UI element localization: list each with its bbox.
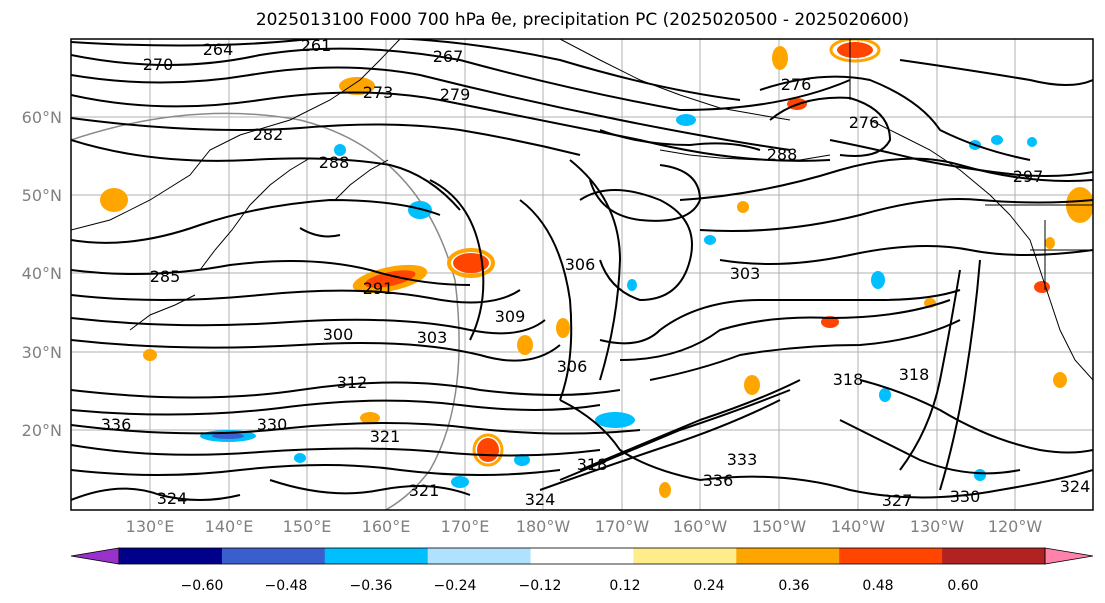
colorbar-tick-label: −0.24 <box>434 578 477 594</box>
contour-label: 321 <box>370 427 401 446</box>
lon-label: 140°E <box>205 517 254 536</box>
contour-label: 336 <box>703 471 734 490</box>
colorbar-tick-label: −0.36 <box>350 578 393 594</box>
contour-label: 309 <box>495 307 526 326</box>
contour-label: 291 <box>363 279 394 298</box>
contour-label: 306 <box>565 255 596 274</box>
lat-label: 40°N <box>22 264 62 283</box>
colorbar-outline <box>118 547 1046 565</box>
colorbar-ticks: −0.60 −0.48 −0.36 −0.24 −0.12 0.12 0.24 … <box>181 578 979 594</box>
contour-label: 261 <box>301 36 332 55</box>
theta-e-contours <box>71 39 1093 501</box>
colorbar-tick-label: 0.24 <box>693 578 724 594</box>
contour-label: 333 <box>727 450 758 469</box>
lat-label: 20°N <box>22 421 62 440</box>
contour-label: 270 <box>143 55 174 74</box>
colorbar-tick-label: −0.48 <box>265 578 308 594</box>
contour-label: 279 <box>440 85 471 104</box>
lon-label: 170°W <box>595 517 650 536</box>
lon-label: 170°E <box>441 517 490 536</box>
coastlines <box>71 39 1093 381</box>
contour-labels: 264 261 270 267 273 276 279 282 288 276 … <box>101 36 1091 510</box>
lon-label: 130°W <box>910 517 965 536</box>
lon-label: 120°W <box>988 517 1043 536</box>
contour-label: 288 <box>767 145 798 164</box>
contour-label: 297 <box>1013 167 1044 186</box>
map-title: 2025013100 F000 700 hPa θe, precipitatio… <box>255 10 910 30</box>
map-border <box>70 38 1094 511</box>
lat-label: 50°N <box>22 186 62 205</box>
contour-label: 288 <box>319 153 350 172</box>
contour-label: 321 <box>409 481 440 500</box>
contour-label: 282 <box>253 125 284 144</box>
colorbar-segment <box>221 548 326 564</box>
colorbar-segment <box>736 548 840 564</box>
colorbar-segment <box>119 548 223 564</box>
contour-label: 330 <box>257 415 288 434</box>
colorbar <box>70 547 1094 565</box>
contour-label: 276 <box>781 75 812 94</box>
contour-label: 273 <box>363 83 394 102</box>
contour-label: 312 <box>337 373 368 392</box>
colorbar-tick-label: 0.36 <box>778 578 809 594</box>
colorbar-tick-label: 0.60 <box>947 578 978 594</box>
contour-label: 318 <box>899 365 930 384</box>
contour-label: 330 <box>950 487 981 506</box>
longitude-labels: 130°E 140°E 150°E 160°E 170°E 180°W 170°… <box>126 517 1043 536</box>
colorbar-tick-label: 0.48 <box>862 578 893 594</box>
colorbar-tick-label: −0.12 <box>519 578 562 594</box>
contour-label: 267 <box>433 47 464 66</box>
latitude-labels: 60°N 50°N 40°N 30°N 20°N <box>22 108 62 440</box>
lon-label: 150°E <box>283 517 332 536</box>
contour-label: 336 <box>101 415 132 434</box>
contour-label: 324 <box>157 489 188 508</box>
colorbar-segment <box>633 548 737 564</box>
contour-label: 300 <box>323 325 354 344</box>
contour-label: 306 <box>557 357 588 376</box>
lon-label: 180°W <box>516 517 571 536</box>
contour-label: 264 <box>203 40 234 59</box>
colorbar-tick-label: 0.12 <box>609 578 640 594</box>
colorbar-segment <box>839 548 943 564</box>
contour-label: 303 <box>730 264 761 283</box>
colorbar-segment <box>1044 547 1094 565</box>
lon-label: 160°W <box>673 517 728 536</box>
colorbar-segment <box>530 548 634 564</box>
contour-label: 285 <box>150 267 181 286</box>
contour-label: 318 <box>833 370 864 389</box>
colorbar-segment <box>942 548 1046 564</box>
colorbar-segment <box>324 548 429 564</box>
lat-label: 60°N <box>22 108 62 127</box>
colorbar-segment <box>427 548 532 564</box>
contour-label: 324 <box>1060 477 1091 496</box>
lon-label: 160°E <box>362 517 411 536</box>
reference-circle <box>71 112 460 510</box>
colorbar-tick-label: −0.60 <box>181 578 224 594</box>
lon-label: 140°W <box>831 517 886 536</box>
contour-label: 327 <box>882 491 913 510</box>
contour-label: 318 <box>577 455 608 474</box>
lat-label: 30°N <box>22 343 62 362</box>
contour-label: 303 <box>417 328 448 347</box>
lon-label: 130°E <box>126 517 175 536</box>
contour-label: 324 <box>525 490 556 509</box>
lon-label: 150°W <box>752 517 807 536</box>
colorbar-segment <box>70 547 120 565</box>
contour-label: 276 <box>849 113 880 132</box>
